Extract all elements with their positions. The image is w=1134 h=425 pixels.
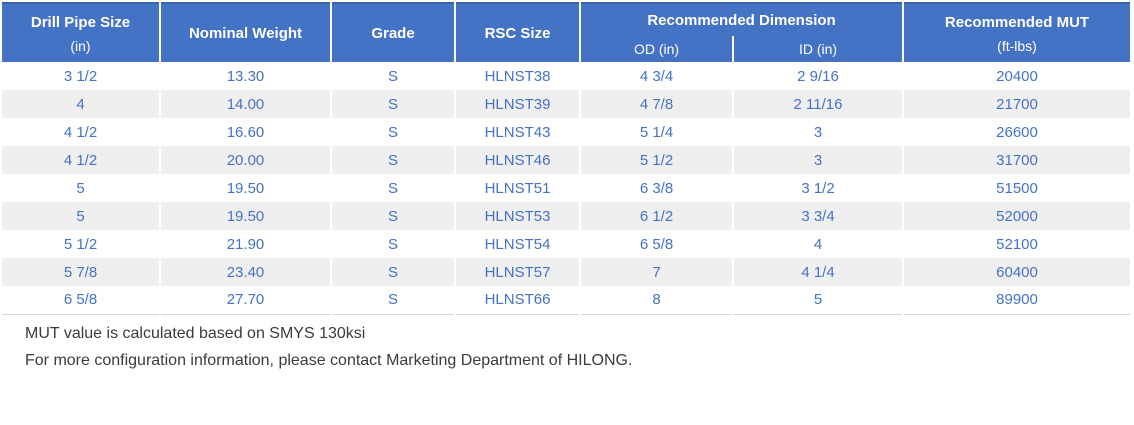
col-header-recommended-mut-label: Recommended MUT: [944, 14, 1090, 31]
table-row: 4 1/2 16.60 S HLNST43 5 1/4 3 26600: [2, 118, 1130, 146]
table-cell: HLNST39: [454, 90, 580, 118]
table-cell: HLNST57: [454, 258, 580, 286]
table-cell: 3 1/2: [2, 62, 160, 90]
table-cell: 3 3/4: [732, 202, 903, 230]
table-cell: 6 3/8: [579, 174, 733, 202]
note-mut-basis: MUT value is calculated based on SMYS 13…: [25, 324, 366, 342]
table-row: 6 5/8 27.70 S HLNST66 8 5 89900: [2, 286, 1130, 314]
table-row: 3 1/2 13.30 S HLNST38 4 3/4 2 9/16 20400: [2, 62, 1130, 90]
table-cell: HLNST46: [454, 146, 580, 174]
table-cell: 4 1/4: [732, 258, 903, 286]
table-row: 5 1/2 21.90 S HLNST54 6 5/8 4 52100: [2, 230, 1130, 258]
table-cell: 5 1/2: [579, 146, 733, 174]
col-header-recommended-dimension: Recommended Dimension: [579, 3, 903, 36]
table-cell: HLNST54: [454, 230, 580, 258]
table-cell: S: [330, 118, 455, 146]
table-cell: HLNST51: [454, 174, 580, 202]
table-cell: 5: [2, 202, 160, 230]
table-cell: 21.90: [159, 230, 331, 258]
col-header-recommended-dimension-label: Recommended Dimension: [647, 11, 836, 29]
table-cell: 52000: [902, 202, 1130, 230]
table-row: 5 7/8 23.40 S HLNST57 7 4 1/4 60400: [2, 258, 1130, 286]
table-cell: S: [330, 258, 455, 286]
table-cell: HLNST53: [454, 202, 580, 230]
table-cell: 51500: [902, 174, 1130, 202]
table-cell: 2 9/16: [732, 62, 903, 90]
col-header-rsc-size: RSC Size: [454, 3, 580, 62]
table-cell: 4 1/2: [2, 146, 160, 174]
table-cell: 26600: [902, 118, 1130, 146]
table-cell: 13.30: [159, 62, 331, 90]
table-cell: 4: [732, 230, 903, 258]
table-row: 5 19.50 S HLNST53 6 1/2 3 3/4 52000: [2, 202, 1130, 230]
table-cell: 52100: [902, 230, 1130, 258]
table-cell: 60400: [902, 258, 1130, 286]
table-cell: 16.60: [159, 118, 331, 146]
table-cell: 6 5/8: [2, 286, 160, 314]
table-cell: S: [330, 174, 455, 202]
table-cell: 4 1/2: [2, 118, 160, 146]
table-row: 5 19.50 S HLNST51 6 3/8 3 1/2 51500: [2, 174, 1130, 202]
note-contact: For more configuration information, plea…: [25, 351, 633, 369]
header-row-sub: OD (in) ID (in): [2, 35, 1130, 62]
col-header-drill-pipe-size-label: Drill Pipe Size: [30, 14, 131, 31]
table-cell: HLNST43: [454, 118, 580, 146]
table-cell: 23.40: [159, 258, 331, 286]
table-cell: 31700: [902, 146, 1130, 174]
table-cell: 6 1/2: [579, 202, 733, 230]
col-header-nominal-weight: Nominal Weight: [159, 3, 331, 62]
table-cell: 20400: [902, 62, 1130, 90]
table-cell: 3: [732, 146, 903, 174]
drill-pipe-spec-table: Drill Pipe Size (in) Nominal Weight Grad…: [2, 2, 1130, 315]
table-cell: 19.50: [159, 174, 331, 202]
table-cell: 14.00: [159, 90, 331, 118]
table-cell: S: [330, 146, 455, 174]
table-row: 4 1/2 20.00 S HLNST46 5 1/2 3 31700: [2, 146, 1130, 174]
table-cell: 5: [732, 286, 903, 314]
table-cell: 21700: [902, 90, 1130, 118]
table-cell: 20.00: [159, 146, 331, 174]
table-cell: 27.70: [159, 286, 331, 314]
table-cell: 19.50: [159, 202, 331, 230]
table-cell: S: [330, 90, 455, 118]
table-cell: 3: [732, 118, 903, 146]
col-header-grade: Grade: [330, 3, 455, 62]
table-cell: 6 5/8: [579, 230, 733, 258]
header-row-main: Drill Pipe Size (in) Nominal Weight Grad…: [2, 3, 1130, 62]
table-header: Drill Pipe Size (in) Nominal Weight Grad…: [2, 3, 1130, 62]
col-header-id: ID (in): [732, 35, 903, 62]
col-header-recommended-mut: Recommended MUT (ft-lbs): [902, 3, 1130, 62]
table-cell: S: [330, 62, 455, 90]
table-cell: 3 1/2: [732, 174, 903, 202]
table-cell: S: [330, 230, 455, 258]
col-header-od: OD (in): [579, 35, 733, 62]
table-cell: 4 7/8: [579, 90, 733, 118]
table-cell: 5 7/8: [2, 258, 160, 286]
table-cell: 89900: [902, 286, 1130, 314]
table-cell: 8: [579, 286, 733, 314]
table-cell: 2 11/16: [732, 90, 903, 118]
table-cell: 5 1/4: [579, 118, 733, 146]
table-cell: 5: [2, 174, 160, 202]
table-body: 3 1/2 13.30 S HLNST38 4 3/4 2 9/16 20400 4 14.00…: [2, 62, 1130, 314]
table-cell: 4: [2, 90, 160, 118]
footer-notes: MUT value is calculated based on SMYS 13…: [25, 320, 1134, 374]
table-cell: HLNST66: [454, 286, 580, 314]
col-header-drill-pipe-size-unit: (in): [70, 38, 91, 54]
col-header-recommended-mut-unit: (ft-lbs): [997, 38, 1037, 54]
table-cell: HLNST38: [454, 62, 580, 90]
table-cell: 7: [579, 258, 733, 286]
table-cell: 4 3/4: [579, 62, 733, 90]
col-header-drill-pipe-size: Drill Pipe Size (in): [2, 3, 160, 62]
table-row: 4 14.00 S HLNST39 4 7/8 2 11/16 21700: [2, 90, 1130, 118]
table-cell: S: [330, 286, 455, 314]
table-cell: 5 1/2: [2, 230, 160, 258]
table-cell: S: [330, 202, 455, 230]
